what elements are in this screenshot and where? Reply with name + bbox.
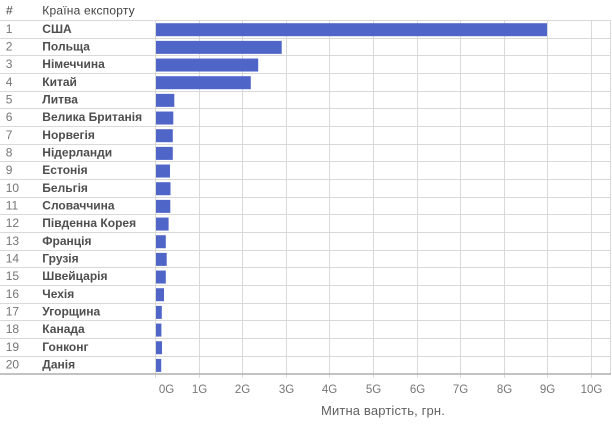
svg-text:Польща: Польща (42, 39, 90, 53)
svg-text:Південна Корея: Південна Корея (42, 216, 136, 230)
svg-text:20: 20 (6, 357, 20, 371)
svg-text:4: 4 (6, 75, 13, 89)
svg-text:Угорщина: Угорщина (42, 304, 100, 318)
svg-text:9G: 9G (540, 384, 555, 396)
svg-text:3: 3 (6, 57, 13, 71)
svg-text:1G: 1G (192, 384, 207, 396)
svg-text:17: 17 (6, 304, 20, 318)
svg-text:Бельгія: Бельгія (42, 181, 88, 195)
svg-text:Литва: Литва (42, 92, 78, 106)
svg-text:11: 11 (6, 198, 19, 212)
svg-text:Митна вартість, грн.: Митна вартість, грн. (321, 403, 445, 418)
svg-text:Китай: Китай (42, 75, 77, 89)
svg-text:Гонконг: Гонконг (42, 340, 88, 354)
svg-text:2G: 2G (235, 384, 250, 396)
svg-text:2: 2 (6, 39, 13, 53)
svg-text:Норвегія: Норвегія (42, 128, 95, 142)
svg-text:3G: 3G (279, 384, 294, 396)
svg-text:16: 16 (6, 287, 20, 301)
svg-text:Данія: Данія (42, 357, 75, 371)
svg-text:Грузія: Грузія (42, 251, 78, 265)
svg-text:0G: 0G (159, 384, 174, 396)
svg-text:8G: 8G (497, 384, 512, 396)
svg-text:Франція: Франція (42, 234, 91, 248)
svg-text:5: 5 (6, 92, 13, 106)
svg-text:10G: 10G (581, 384, 603, 396)
svg-text:13: 13 (6, 234, 20, 248)
svg-text:США: США (42, 22, 72, 36)
svg-text:6: 6 (6, 110, 13, 124)
svg-text:8: 8 (6, 145, 13, 159)
svg-text:Нідерланди: Нідерланди (42, 145, 112, 159)
svg-text:18: 18 (6, 322, 20, 336)
svg-text:Німеччина: Німеччина (42, 57, 105, 71)
svg-text:Велика Британія: Велика Британія (42, 110, 142, 124)
svg-text:Країна експорту: Країна експорту (42, 4, 135, 18)
svg-text:10: 10 (6, 181, 20, 195)
svg-text:4G: 4G (322, 384, 337, 396)
svg-text:9: 9 (6, 163, 13, 177)
svg-text:7: 7 (6, 128, 13, 142)
svg-text:12: 12 (6, 216, 20, 230)
svg-text:#: # (6, 4, 13, 18)
svg-text:7G: 7G (453, 384, 468, 396)
svg-text:Чехія: Чехія (42, 287, 74, 301)
svg-text:1: 1 (6, 22, 13, 36)
svg-text:Естонія: Естонія (42, 163, 87, 177)
svg-text:14: 14 (6, 251, 20, 265)
svg-text:6G: 6G (410, 384, 425, 396)
svg-text:Канада: Канада (42, 322, 85, 336)
svg-text:Словаччина: Словаччина (42, 198, 115, 212)
svg-text:Швейцарія: Швейцарія (42, 269, 107, 283)
svg-text:5G: 5G (366, 384, 381, 396)
svg-text:19: 19 (6, 340, 20, 354)
svg-text:15: 15 (6, 269, 20, 283)
